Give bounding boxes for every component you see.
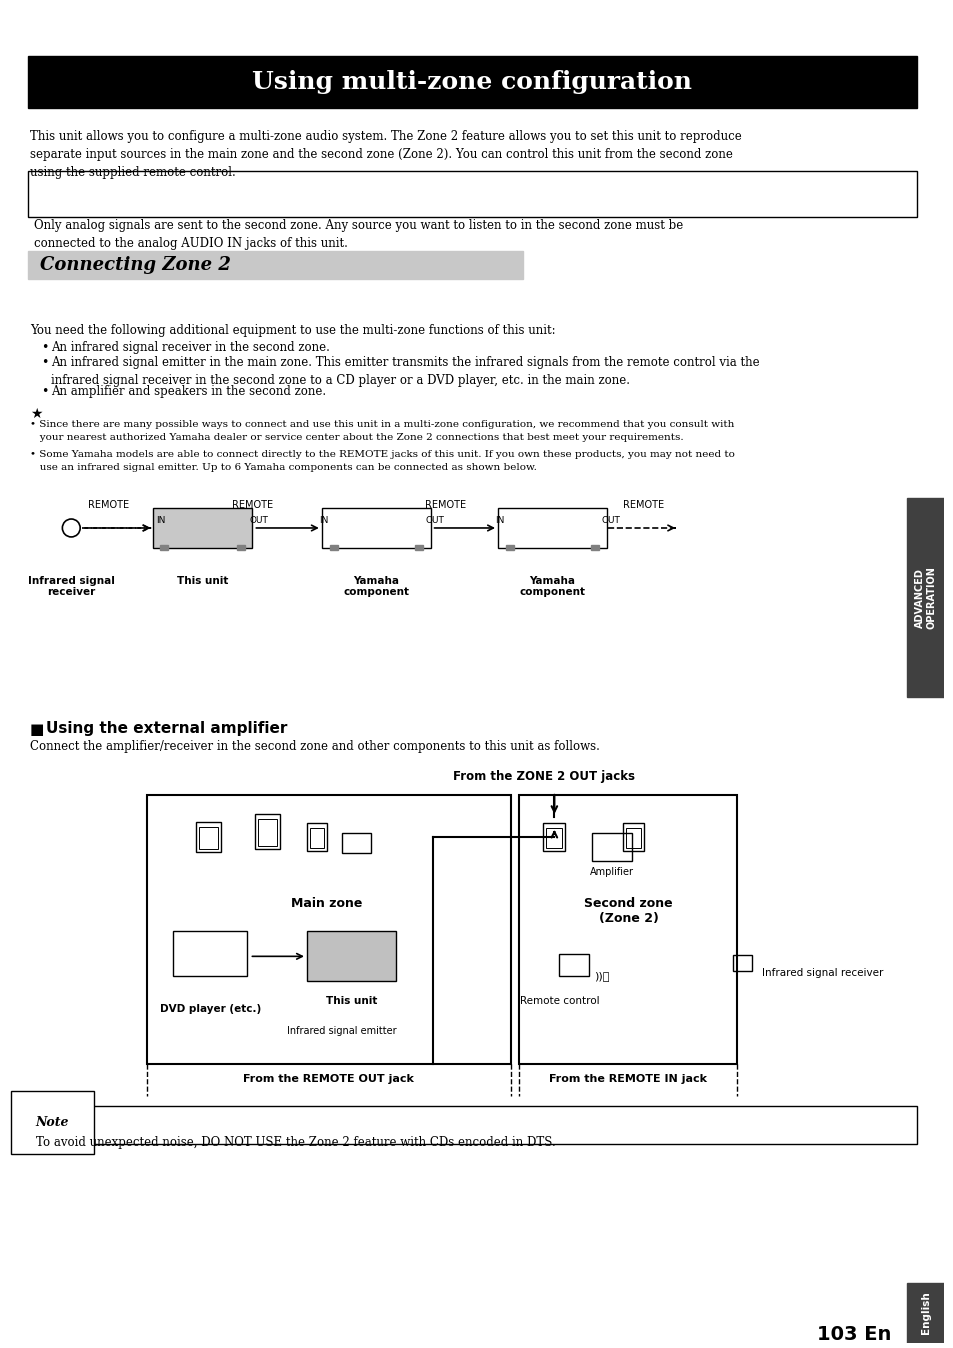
Bar xyxy=(321,508,430,547)
Text: Using the external amplifier: Using the external amplifier xyxy=(46,721,287,736)
Text: Main zone: Main zone xyxy=(291,896,362,910)
Bar xyxy=(195,822,220,852)
Text: Infrared signal receiver: Infrared signal receiver xyxy=(761,968,882,979)
Text: REMOTE: REMOTE xyxy=(424,500,466,510)
Bar xyxy=(591,545,598,550)
Bar xyxy=(28,251,522,279)
Bar xyxy=(518,795,736,1064)
Text: ■: ■ xyxy=(30,723,44,737)
Text: IN: IN xyxy=(318,516,328,524)
Bar xyxy=(497,508,606,547)
Text: Note: Note xyxy=(35,1116,69,1128)
Text: An infrared signal receiver in the second zone.: An infrared signal receiver in the secon… xyxy=(51,341,330,353)
Text: OUT: OUT xyxy=(249,516,268,524)
Text: This unit: This unit xyxy=(177,576,229,586)
Text: An infrared signal emitter in the main zone. This emitter transmits the infrared: An infrared signal emitter in the main z… xyxy=(51,356,760,387)
Text: •: • xyxy=(42,356,49,368)
Bar xyxy=(341,833,371,853)
Bar xyxy=(153,508,253,547)
Text: 103 En: 103 En xyxy=(816,1325,890,1344)
Bar xyxy=(28,171,916,217)
Text: To avoid unexpected noise, DO NOT USE the Zone 2 feature with CDs encoded in DTS: To avoid unexpected noise, DO NOT USE th… xyxy=(35,1135,555,1148)
Text: Connecting Zone 2: Connecting Zone 2 xyxy=(40,256,231,274)
Text: From the ZONE 2 OUT jacks: From the ZONE 2 OUT jacks xyxy=(453,770,635,783)
Text: Infrared signal
receiver: Infrared signal receiver xyxy=(28,576,114,597)
Text: OUT: OUT xyxy=(601,516,620,524)
Text: From the REMOTE OUT jack: From the REMOTE OUT jack xyxy=(243,1074,414,1084)
Bar xyxy=(505,545,514,550)
Text: REMOTE: REMOTE xyxy=(89,500,130,510)
Bar xyxy=(160,545,168,550)
Text: •: • xyxy=(42,341,49,353)
Bar xyxy=(732,956,752,972)
Bar xyxy=(236,545,244,550)
Bar xyxy=(622,822,644,851)
Bar xyxy=(625,828,640,848)
Text: • Some Yamaha models are able to connect directly to the REMOTE jacks of this un: • Some Yamaha models are able to connect… xyxy=(30,450,734,472)
Text: ADVANCED
OPERATION: ADVANCED OPERATION xyxy=(914,566,936,630)
Bar xyxy=(310,828,323,848)
Bar xyxy=(255,814,280,849)
Text: REMOTE: REMOTE xyxy=(232,500,273,510)
Bar xyxy=(592,833,631,861)
Text: Remote control: Remote control xyxy=(519,996,598,1006)
Text: Amplifier: Amplifier xyxy=(589,867,633,876)
Bar xyxy=(28,55,916,108)
Text: Using multi-zone configuration: Using multi-zone configuration xyxy=(252,70,692,94)
Bar xyxy=(543,822,565,851)
Text: You need the following additional equipment to use the multi-zone functions of t: You need the following additional equipm… xyxy=(30,324,555,337)
Text: An amplifier and speakers in the second zone.: An amplifier and speakers in the second … xyxy=(51,384,326,398)
Bar xyxy=(199,826,217,849)
Bar xyxy=(173,931,247,976)
Bar xyxy=(330,545,337,550)
Text: English: English xyxy=(920,1291,929,1335)
Text: IN: IN xyxy=(495,516,504,524)
Text: Second zone
(Zone 2): Second zone (Zone 2) xyxy=(583,896,672,925)
Bar xyxy=(258,818,277,845)
Bar xyxy=(906,499,943,697)
Text: ★: ★ xyxy=(30,407,42,421)
Text: This unit allows you to configure a multi-zone audio system. The Zone 2 feature : This unit allows you to configure a mult… xyxy=(30,129,740,178)
Text: This unit: This unit xyxy=(325,996,376,1006)
Text: IN: IN xyxy=(156,516,166,524)
Bar xyxy=(307,931,395,981)
Text: OUT: OUT xyxy=(425,516,444,524)
Text: From the REMOTE IN jack: From the REMOTE IN jack xyxy=(548,1074,706,1084)
Text: Yamaha
component: Yamaha component xyxy=(518,576,585,597)
Text: ))⧗: ))⧗ xyxy=(594,972,609,981)
Text: Only analog signals are sent to the second zone. Any source you want to listen t: Only analog signals are sent to the seco… xyxy=(33,220,682,251)
Text: Yamaha
component: Yamaha component xyxy=(343,576,409,597)
Text: DVD player (etc.): DVD player (etc.) xyxy=(160,1004,261,1014)
Text: Connect the amplifier/receiver in the second zone and other components to this u: Connect the amplifier/receiver in the se… xyxy=(30,740,598,754)
Text: •: • xyxy=(42,384,49,398)
Text: • Since there are many possible ways to connect and use this unit in a multi-zon: • Since there are many possible ways to … xyxy=(30,421,733,442)
Bar xyxy=(558,954,588,976)
Bar xyxy=(415,545,422,550)
Text: Infrared signal emitter: Infrared signal emitter xyxy=(287,1026,396,1037)
Bar xyxy=(147,795,510,1064)
Bar xyxy=(307,822,326,851)
Bar xyxy=(546,828,561,848)
Text: REMOTE: REMOTE xyxy=(622,500,663,510)
Bar xyxy=(906,1283,943,1343)
